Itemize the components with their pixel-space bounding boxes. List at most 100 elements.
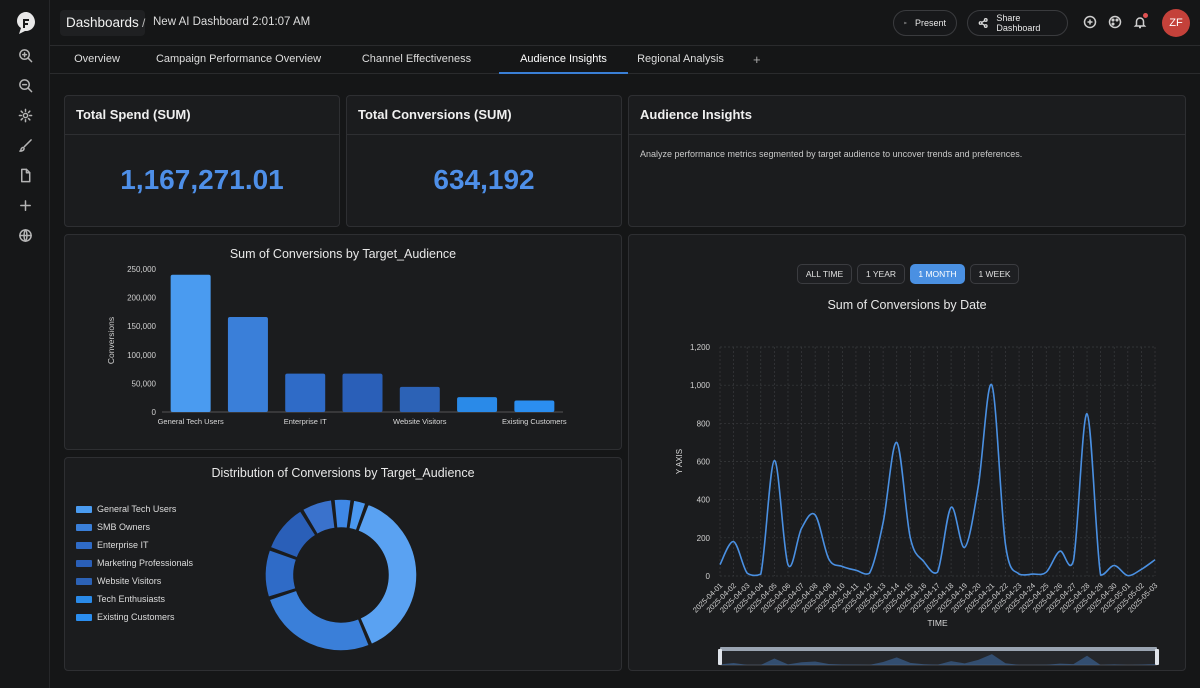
legend-item[interactable]: Enterprise IT: [76, 539, 149, 551]
legend-label: Marketing Professionals: [97, 558, 194, 568]
donut-chart-title: Distribution of Conversions by Target_Au…: [211, 466, 475, 480]
card-divider: [629, 134, 1185, 135]
breadcrumb-dashboards[interactable]: Dashboards: [60, 10, 145, 36]
donut-slice: [357, 503, 418, 646]
add-tab-button[interactable]: +: [753, 52, 761, 67]
bar-chart: 0 50,000 100,000 150,000 200,000 250,000 Conve…: [106, 265, 567, 426]
add-icon[interactable]: [15, 195, 35, 215]
play-icon: [904, 21, 907, 25]
zoom-out-icon[interactable]: [15, 75, 35, 95]
bar: [399, 386, 440, 412]
y-tick-label: 200: [697, 534, 711, 543]
share-dashboard-button[interactable]: Share Dashboard: [967, 10, 1068, 36]
donut-slice: [268, 589, 371, 652]
total-conversions-card: Total Conversions (SUM) 634,192: [346, 95, 622, 227]
bar: [285, 373, 326, 412]
tab-bar: Overview Campaign Performance Overview C…: [50, 46, 1200, 74]
audience-insights-description: Analyze performance metrics segmented by…: [640, 149, 1023, 159]
bar: [514, 400, 555, 412]
tab-channel-effectiveness[interactable]: Channel Effectiveness: [361, 53, 472, 65]
audience-insights-title: Audience Insights: [640, 107, 752, 122]
sidebar: [0, 0, 50, 688]
palette-icon[interactable]: [1108, 15, 1122, 29]
bar: [227, 317, 268, 412]
tab-audience-insights[interactable]: Audience Insights: [499, 46, 628, 74]
legend-label: Tech Enthusiasts: [97, 594, 166, 604]
y-tick-label: 50,000: [132, 379, 157, 388]
notification-dot: [1143, 13, 1148, 18]
legend-item[interactable]: Tech Enthusiasts: [76, 593, 165, 605]
total-conversions-value: 634,192: [433, 164, 535, 195]
donut-chart-card: Distribution of Conversions by Target_Au…: [64, 457, 622, 671]
legend-label: SMB Owners: [97, 522, 151, 532]
bar-chart-card: Sum of Conversions by Target_Audience 0 5…: [64, 234, 622, 450]
y-tick-label: 250,000: [127, 265, 156, 274]
share-dashboard-label: Share Dashboard: [996, 13, 1041, 33]
settings-gear-icon[interactable]: [15, 105, 35, 125]
total-spend-value: 1,167,271.01: [120, 164, 284, 195]
present-label: Present: [914, 18, 946, 28]
audience-insights-card: Audience Insights Analyze performance me…: [628, 95, 1186, 227]
range-1-week-button[interactable]: 1 WEEK: [970, 264, 1019, 284]
x-axis-label: TIME: [927, 618, 948, 628]
user-avatar[interactable]: ZF: [1162, 9, 1190, 37]
legend-item[interactable]: SMB Owners: [76, 521, 150, 533]
card-divider: [65, 134, 339, 135]
legend-item[interactable]: Marketing Professionals: [76, 557, 193, 569]
legend-label: Enterprise IT: [97, 540, 149, 550]
line-chart-title: Sum of Conversions by Date: [827, 298, 987, 312]
legend-label: General Tech Users: [97, 504, 177, 514]
bar-chart-title: Sum of Conversions by Target_Audience: [229, 247, 457, 261]
donut-slice: [301, 498, 336, 536]
conversions-line: [719, 383, 1156, 577]
y-tick-label: 1,200: [690, 343, 711, 352]
document-icon[interactable]: [15, 165, 35, 185]
x-tick-label: Website Visitors: [393, 417, 447, 426]
present-button[interactable]: Present: [893, 10, 957, 36]
tab-campaign-performance-overview[interactable]: Campaign Performance Overview: [155, 53, 322, 65]
bar: [170, 274, 211, 412]
donut-slice: [347, 499, 367, 532]
card-divider: [347, 134, 621, 135]
legend-item[interactable]: General Tech Users: [76, 503, 176, 515]
legend-item[interactable]: Existing Customers: [76, 611, 175, 623]
donut-slice: [264, 548, 298, 599]
range-1-year-button[interactable]: 1 YEAR: [857, 264, 905, 284]
zoom-in-icon[interactable]: [15, 45, 35, 65]
y-axis-label: Conversions: [106, 317, 116, 364]
x-tick-label: Existing Customers: [502, 417, 567, 426]
bar: [342, 373, 383, 412]
range-1-month-button[interactable]: 1 MONTH: [910, 264, 965, 284]
line-chart: 02004006008001,0001,2002025-04-012025-04…: [675, 343, 1159, 666]
tab-regional-analysis[interactable]: Regional Analysis: [637, 53, 724, 65]
tab-overview[interactable]: Overview: [74, 53, 120, 65]
y-tick-label: 150,000: [127, 322, 156, 331]
page-title: New AI Dashboard 2:01:07 AM: [153, 16, 311, 28]
y-tick-label: 0: [706, 572, 711, 581]
notification-bell-icon[interactable]: [1133, 13, 1148, 29]
total-conversions-title: Total Conversions (SUM): [358, 107, 512, 122]
brush-icon[interactable]: [15, 135, 35, 155]
zoom-slider-handle-left: [718, 649, 722, 665]
y-tick-label: 1,000: [690, 381, 711, 390]
donut-chart: [264, 498, 418, 652]
legend-swatch: [76, 613, 92, 621]
zoom-slider-handle-right: [1155, 649, 1159, 665]
y-tick-label: 200,000: [127, 294, 156, 303]
legend-swatch: [76, 577, 92, 585]
y-tick-label: 800: [697, 419, 711, 428]
total-spend-card: Total Spend (SUM) 1,167,271.01: [64, 95, 340, 227]
share-icon: [978, 18, 988, 28]
app-logo[interactable]: [13, 10, 39, 36]
bar: [457, 397, 498, 412]
y-tick-label: 100,000: [127, 351, 156, 360]
range-all-time-button[interactable]: ALL TIME: [797, 264, 852, 284]
add-circle-icon[interactable]: [1083, 15, 1097, 29]
legend-swatch: [76, 523, 92, 531]
legend-swatch: [76, 559, 92, 567]
y-tick-label: 0: [152, 408, 157, 417]
legend-item[interactable]: Website Visitors: [76, 575, 161, 587]
legend-label: Existing Customers: [97, 612, 175, 622]
legend-label: Website Visitors: [97, 576, 162, 586]
globe-icon[interactable]: [15, 225, 35, 245]
